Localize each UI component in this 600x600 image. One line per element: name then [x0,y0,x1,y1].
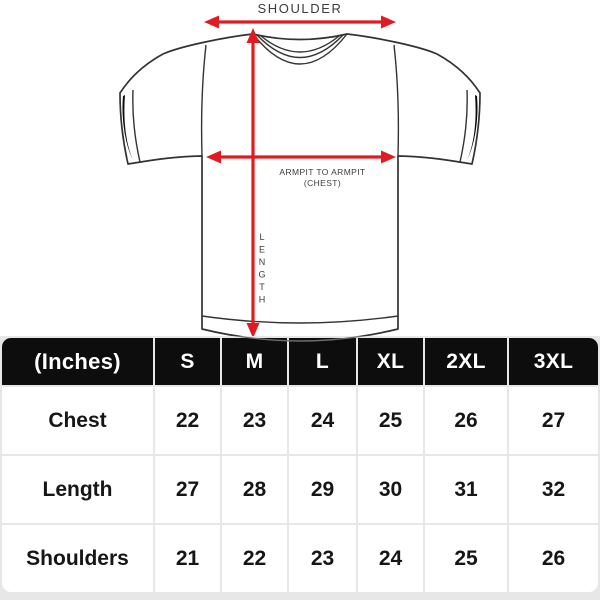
chest-value-xl: 25 [358,387,423,454]
length-value-m: 28 [222,456,287,523]
tshirt-illustration [119,15,481,342]
tshirt-outline [119,33,481,342]
shoulders-value-xl: 24 [358,525,423,592]
size-header-xl: XL [358,338,423,385]
chest-value-3xl: 27 [509,387,598,454]
unit-header-cell: (Inches) [2,338,153,385]
chest-measure-label-line2: (CHEST) [303,178,342,188]
tshirt-body [119,33,481,342]
chest-arrowhead-left [206,150,221,164]
size-header-m: M [222,338,287,385]
size-chart-table: (Inches) S M L XL 2XL 3XL Chest 22 23 24… [2,338,598,592]
cuff-shadows [122,95,478,160]
length-value-3xl: 32 [509,456,598,523]
collar-outer-line [252,33,348,65]
collar-rib-line-2 [260,35,340,53]
length-measure-label: LENGTH [257,232,267,307]
row-label-chest: Chest [2,387,153,454]
left-sleeve-seam [200,44,207,157]
size-header-l: L [289,338,356,385]
shoulders-value-m: 22 [222,525,287,592]
shoulders-value-l: 23 [289,525,356,592]
tshirt-detail-lines [132,33,468,324]
right-cuff-line [459,89,468,163]
shoulder-measure-label: SHOULDER [257,1,343,16]
measure-arrow-heads [204,15,396,338]
shoulders-value-2xl: 25 [425,525,507,592]
right-sleeve-seam [393,44,400,157]
tshirt-diagram: SHOULDER ARMPIT TO ARMPIT (CHEST) LENGTH [119,1,481,342]
row-label-length: Length [2,456,153,523]
size-header-s: S [155,338,220,385]
size-chart-section: (Inches) S M L XL 2XL 3XL Chest 22 23 24… [0,336,600,600]
left-cuff-line [132,89,141,163]
chest-measure-label: ARMPIT TO ARMPIT (CHEST) [240,167,405,189]
length-value-s: 27 [155,456,220,523]
size-header-2xl: 2XL [425,338,507,385]
right-cuff-shadow [467,95,478,160]
shoulders-value-s: 21 [155,525,220,592]
left-cuff-shadow [122,95,133,160]
measure-arrow-lines [216,20,384,327]
row-label-shoulders: Shoulders [2,525,153,592]
length-arrowhead-up [246,28,260,43]
chest-value-l: 24 [289,387,356,454]
length-value-l: 29 [289,456,356,523]
chest-value-s: 22 [155,387,220,454]
shoulder-arrowhead-left [204,15,219,29]
shoulder-arrowhead-right [381,15,396,29]
chest-value-2xl: 26 [425,387,507,454]
chest-value-m: 23 [222,387,287,454]
chest-measure-label-line1: ARMPIT TO ARMPIT [279,167,366,177]
size-header-3xl: 3XL [509,338,598,385]
length-arrowhead-down [246,323,260,338]
shoulders-value-3xl: 26 [509,525,598,592]
length-value-2xl: 31 [425,456,507,523]
collar-rib-line-1 [256,34,344,59]
length-value-xl: 30 [358,456,423,523]
chest-arrowhead-right [381,150,396,164]
hem-stitch-line [201,315,399,324]
